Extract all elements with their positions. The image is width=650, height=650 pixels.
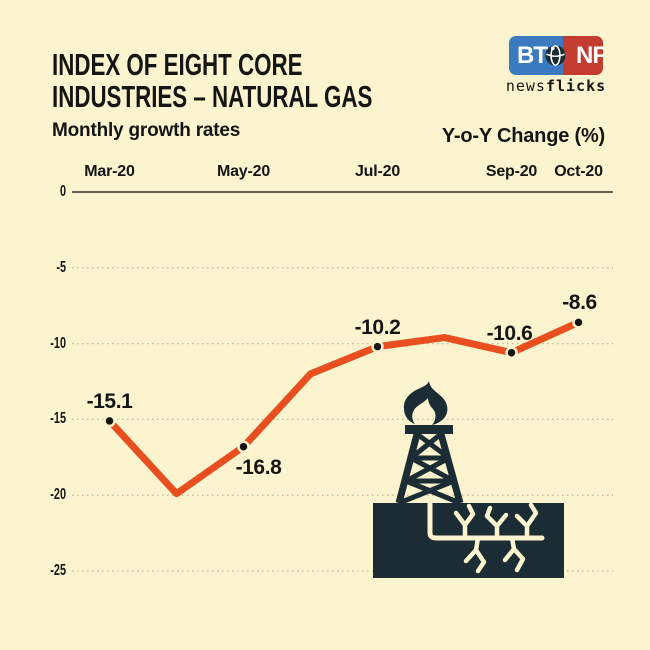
title-line-2: INDUSTRIES – NATURAL GAS: [52, 79, 373, 114]
logo-right-half: NF: [563, 36, 603, 75]
y-tick-label: -20: [50, 486, 66, 504]
title-line-1: INDEX OF EIGHT CORE: [52, 47, 303, 82]
page-title: INDEX OF EIGHT CORE INDUSTRIES – NATURAL…: [52, 49, 372, 113]
x-tick-label: Sep-20: [485, 163, 538, 180]
data-point-label: -16.8: [235, 455, 282, 479]
tagline-flicks: flicks: [545, 77, 607, 95]
x-tick-label: Oct-20: [554, 163, 603, 180]
logo-nf-text: NF: [576, 41, 603, 69]
data-point-label: -10.6: [486, 321, 533, 345]
data-point-label: -15.1: [86, 389, 133, 413]
data-point-dot: [103, 414, 116, 428]
y-tick-label: 0: [59, 183, 66, 200]
frack-pipe-cracks: [427, 501, 545, 574]
data-point-label: -8.6: [562, 291, 597, 315]
y-tick-label: -5: [56, 258, 66, 276]
tagline-news: news: [505, 77, 546, 95]
x-tick-label: Mar-20: [84, 163, 135, 180]
y-axis-unit-label: Y-o-Y Change (%): [441, 125, 605, 147]
data-point-dot: [572, 316, 585, 329]
data-point-dot: [371, 340, 384, 353]
logo-bt-text: BT: [517, 41, 548, 69]
y-tick-label: -15: [50, 410, 66, 428]
derrick-tower: [395, 425, 464, 506]
flame-icon: [403, 381, 448, 425]
data-point-dot: [505, 346, 518, 359]
data-point-dot: [237, 440, 250, 453]
y-tick-label: -10: [50, 334, 66, 352]
x-tick-label: Jul-20: [354, 163, 401, 180]
data-point-label: -10.2: [354, 315, 401, 339]
trend-line: [106, 318, 582, 498]
y-tick-label: -25: [50, 562, 66, 579]
globe-icon: [545, 45, 566, 66]
chart-subtitle: Monthly growth rates: [52, 120, 241, 141]
x-tick-label: May-20: [216, 163, 271, 180]
oil-rig-illustration: [373, 381, 564, 578]
logo-tagline: newsflicks: [500, 77, 612, 95]
btnf-logo: BT NF: [509, 36, 603, 75]
